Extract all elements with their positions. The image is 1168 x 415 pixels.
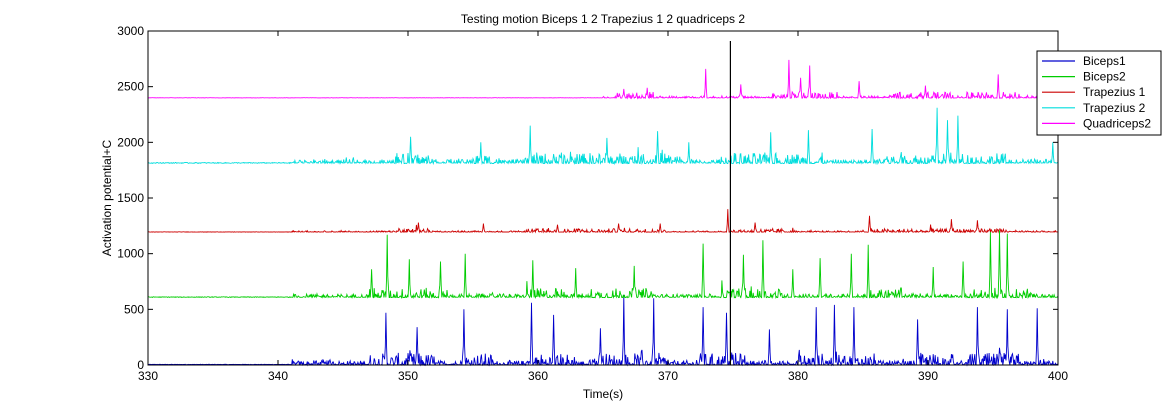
- legend-label: Trapezius 2: [1083, 101, 1146, 115]
- x-tick-label: 390: [918, 369, 938, 383]
- y-tick-label: 2500: [117, 80, 144, 94]
- legend-label: Biceps2: [1083, 70, 1126, 84]
- series-line-biceps1: [147, 294, 1059, 367]
- series-line-trapezius-2: [147, 107, 1059, 166]
- legend-box: [1036, 50, 1162, 136]
- y-tick-label: 500: [124, 302, 144, 316]
- y-axis: 0 500 1000 1500 2000 2500 3000: [117, 24, 1058, 372]
- x-tick-label: 360: [528, 369, 548, 383]
- y-tick-label: 2000: [117, 135, 144, 149]
- chart-title: Testing motion Biceps 1 2 Trapezius 1 2 …: [461, 12, 745, 26]
- x-axis: 330 340 350 360 370 380 390 400: [138, 31, 1068, 383]
- x-tick-label: 370: [658, 369, 678, 383]
- x-tick-label: 400: [1048, 369, 1068, 383]
- x-tick-label: 350: [398, 369, 418, 383]
- y-tick-label: 1000: [117, 247, 144, 261]
- legend-label: Quadriceps2: [1083, 116, 1151, 130]
- legend-label: Trapezius 1: [1083, 85, 1146, 99]
- y-tick-label: 0: [137, 358, 144, 372]
- x-tick-label: 330: [138, 369, 158, 383]
- series-line-trapezius-1: [148, 209, 1059, 234]
- series-layer: [147, 59, 1059, 367]
- y-tick-label: 3000: [117, 24, 144, 38]
- series-line-quadriceps2: [147, 59, 1059, 100]
- y-tick-label: 1500: [117, 191, 144, 205]
- y-axis-label: Activation potential+C: [100, 139, 114, 256]
- series-line-biceps2: [148, 230, 1059, 300]
- x-axis-label: Time(s): [583, 387, 623, 401]
- x-tick-label: 340: [268, 369, 288, 383]
- x-tick-label: 380: [788, 369, 808, 383]
- legend-label: Biceps1: [1083, 54, 1126, 68]
